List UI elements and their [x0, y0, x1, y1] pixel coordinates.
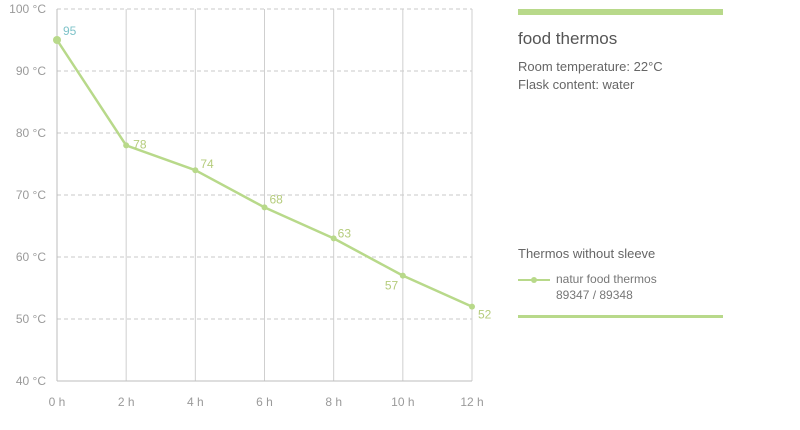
data-point	[123, 142, 130, 149]
y-tick-label: 100 °C	[9, 2, 46, 16]
y-tick-label: 80 °C	[16, 126, 46, 140]
x-tick-label: 8 h	[325, 395, 342, 409]
x-tick-label: 2 h	[118, 395, 135, 409]
data-label: 78	[133, 137, 147, 151]
y-tick-label: 90 °C	[16, 64, 46, 78]
legend-label-line1: natur food thermos	[556, 272, 657, 286]
data-label: 63	[338, 226, 352, 240]
data-label: 95	[63, 24, 77, 38]
y-tick-label: 70 °C	[16, 188, 46, 202]
header-accent-bar	[518, 9, 723, 15]
x-tick-label: 10 h	[391, 395, 414, 409]
legend-swatch-icon	[518, 277, 550, 283]
data-point	[53, 36, 61, 44]
legend-title: Thermos without sleeve	[518, 246, 656, 261]
flask-content-text: Flask content: water	[518, 77, 635, 92]
legend-label-line2: 89347 / 89348	[556, 288, 633, 302]
data-label: 57	[385, 279, 399, 293]
chart-title: food thermos	[518, 29, 618, 48]
x-tick-label: 12 h	[460, 395, 483, 409]
data-label: 74	[200, 157, 214, 171]
data-point	[261, 204, 268, 211]
y-tick-label: 60 °C	[16, 250, 46, 264]
room-temperature-text: Room temperature: 22°C	[518, 59, 663, 74]
chart: 40 °C 50 °C 60 °C 70 °C 80 °C 90 °C 100 °C 0 h 2…	[9, 2, 492, 409]
data-point	[469, 303, 475, 310]
x-tick-label: 4 h	[187, 395, 204, 409]
x-tick-label: 6 h	[256, 395, 273, 409]
x-tick-label: 0 h	[49, 395, 66, 409]
data-point	[192, 167, 199, 174]
y-tick-label: 40 °C	[16, 374, 46, 388]
legend-accent-bar	[518, 315, 723, 318]
data-point	[330, 235, 337, 242]
y-tick-label: 50 °C	[16, 312, 46, 326]
chart-info: Room temperature: 22°C Flask content: wa…	[518, 58, 663, 94]
legend-label: natur food thermos 89347 / 89348	[556, 271, 657, 303]
data-point	[399, 272, 406, 279]
data-label: 52	[478, 308, 492, 322]
data-label: 68	[270, 192, 284, 206]
